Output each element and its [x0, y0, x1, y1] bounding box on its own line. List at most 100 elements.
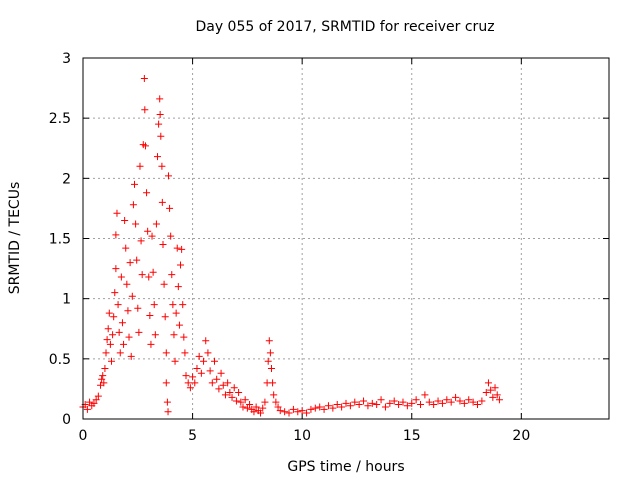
- data-point: [241, 396, 249, 404]
- data-point: [213, 375, 221, 383]
- data-point: [206, 367, 214, 375]
- data-point: [202, 337, 210, 345]
- data-point: [434, 397, 442, 405]
- data-point: [111, 289, 119, 297]
- data-point: [204, 349, 212, 357]
- data-point: [141, 142, 149, 150]
- data-point: [208, 379, 216, 387]
- data-point: [329, 404, 337, 412]
- data-point: [137, 237, 145, 245]
- data-point: [338, 403, 346, 411]
- data-point: [156, 111, 164, 119]
- data-point: [228, 393, 236, 401]
- data-point: [160, 280, 168, 288]
- plot-frame: [82, 57, 610, 420]
- data-point: [175, 321, 183, 329]
- data-point: [403, 402, 411, 410]
- data-point: [120, 340, 128, 348]
- data-point: [129, 201, 137, 209]
- y-tick-label: 3: [62, 51, 71, 67]
- data-point: [460, 399, 468, 407]
- data-point: [181, 349, 189, 357]
- x-tick-label: 0: [79, 428, 88, 444]
- data-point: [110, 313, 118, 321]
- data-point: [128, 292, 136, 300]
- data-point: [123, 280, 131, 288]
- data-point: [360, 397, 368, 405]
- data-point: [261, 398, 269, 406]
- data-point: [191, 379, 199, 387]
- data-point: [171, 357, 179, 365]
- data-point: [285, 409, 293, 417]
- data-point: [443, 396, 451, 404]
- data-point: [102, 349, 110, 357]
- data-point: [232, 397, 240, 405]
- data-point: [303, 409, 311, 417]
- data-point: [125, 333, 133, 341]
- data-point: [197, 369, 205, 377]
- data-point: [169, 301, 177, 309]
- data-point: [281, 408, 289, 416]
- data-point: [170, 331, 178, 339]
- data-point: [83, 405, 91, 413]
- x-axis-label: GPS time / hours: [287, 459, 404, 475]
- data-point: [147, 340, 155, 348]
- data-point: [117, 273, 125, 281]
- data-point: [264, 357, 272, 365]
- data-point: [252, 403, 260, 411]
- data-point: [135, 328, 143, 336]
- y-tick-label: 1: [62, 292, 71, 308]
- y-tick-label: 2.5: [49, 111, 71, 127]
- data-point: [421, 391, 429, 399]
- data-point: [221, 391, 229, 399]
- data-point: [140, 74, 148, 82]
- axis-ticks: [82, 57, 609, 420]
- data-points: [79, 74, 503, 417]
- data-point: [342, 399, 350, 407]
- data-point: [154, 153, 162, 161]
- data-point: [324, 402, 332, 410]
- data-point: [193, 364, 201, 372]
- x-tick-label: 20: [512, 428, 530, 444]
- y-tick-label: 0: [62, 412, 71, 428]
- data-point: [121, 216, 129, 224]
- data-point: [386, 399, 394, 407]
- data-point: [289, 405, 297, 413]
- data-point: [141, 106, 149, 114]
- data-point: [430, 401, 438, 409]
- data-point: [107, 357, 115, 365]
- data-point: [106, 340, 114, 348]
- data-point: [495, 396, 503, 404]
- data-point: [149, 268, 157, 276]
- data-point: [132, 220, 140, 228]
- data-point: [114, 301, 122, 309]
- chart-title: Day 055 of 2017, SRMTID for receiver cru…: [195, 19, 494, 35]
- data-point: [101, 364, 109, 372]
- data-point: [150, 301, 158, 309]
- data-point: [452, 393, 460, 401]
- data-point: [133, 256, 141, 264]
- data-point: [143, 189, 151, 197]
- data-point: [134, 304, 142, 312]
- data-point: [195, 352, 203, 360]
- data-point: [86, 398, 94, 406]
- data-point: [162, 379, 170, 387]
- data-point: [355, 401, 363, 409]
- data-point: [346, 402, 354, 410]
- data-point: [131, 180, 139, 188]
- data-point: [152, 220, 160, 228]
- data-point: [381, 403, 389, 411]
- data-point: [257, 409, 265, 417]
- data-point: [395, 401, 403, 409]
- data-point: [164, 172, 172, 180]
- data-point: [425, 398, 433, 406]
- grid: [83, 58, 609, 419]
- y-tick-label: 2: [62, 171, 71, 187]
- y-tick-label: 0.5: [49, 352, 71, 368]
- data-point: [246, 401, 254, 409]
- data-point: [390, 397, 398, 405]
- data-point: [272, 398, 280, 406]
- data-point: [92, 396, 100, 404]
- data-point: [145, 273, 153, 281]
